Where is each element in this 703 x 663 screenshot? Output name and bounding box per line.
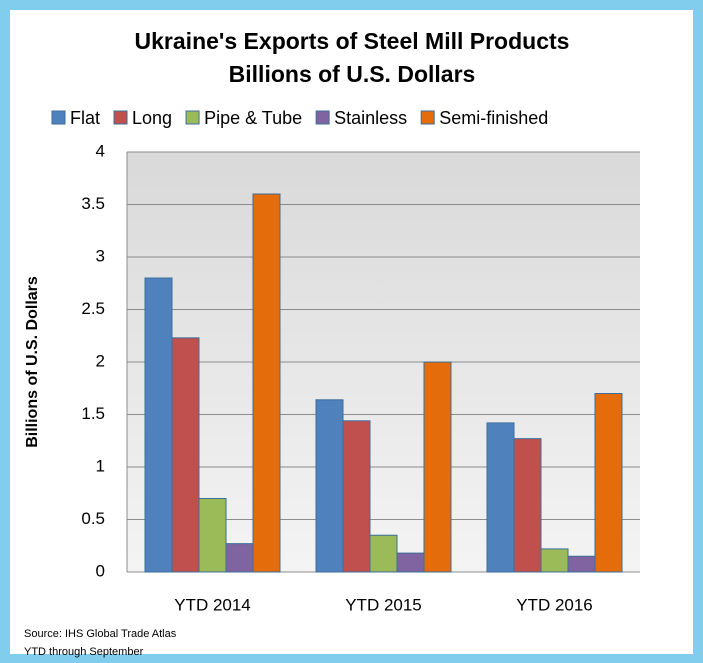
y-tick-label: 1.5 xyxy=(81,404,105,423)
bar xyxy=(342,420,371,573)
bar xyxy=(567,555,596,573)
legend-swatch xyxy=(113,110,128,125)
legend-swatch xyxy=(51,110,66,125)
y-tick-label: 0 xyxy=(96,561,105,580)
bar xyxy=(423,361,452,573)
y-tick-label: 2 xyxy=(96,351,105,370)
bar xyxy=(171,337,200,573)
bar xyxy=(540,548,569,573)
chart-subtitle: Billions of U.S. Dollars xyxy=(229,61,476,87)
legend-label: Long xyxy=(132,108,172,128)
bar xyxy=(252,193,281,573)
y-tick-label: 3.5 xyxy=(81,194,105,213)
y-axis-label: Billions of U.S. Dollars xyxy=(24,276,41,448)
bar xyxy=(144,277,173,573)
x-tick-label: YTD 2016 xyxy=(516,595,593,614)
legend-label: Semi-finished xyxy=(439,108,548,128)
legend-label: Stainless xyxy=(334,108,407,128)
legend-swatch xyxy=(315,110,330,125)
y-tick-label: 1 xyxy=(96,456,105,475)
chart-title: Ukraine's Exports of Steel Mill Products xyxy=(135,28,570,54)
y-tick-label: 2.5 xyxy=(81,299,105,318)
legend-swatch xyxy=(420,110,435,125)
bar xyxy=(198,498,227,573)
bar xyxy=(396,552,425,573)
legend-swatch xyxy=(185,110,200,125)
bar xyxy=(513,438,542,573)
y-tick-label: 3 xyxy=(96,246,105,265)
x-tick-label: YTD 2015 xyxy=(345,595,422,614)
x-tick-label: YTD 2014 xyxy=(174,595,251,614)
bar xyxy=(486,422,515,573)
bar xyxy=(225,543,254,573)
bar xyxy=(369,534,398,573)
legend-label: Flat xyxy=(70,108,100,128)
note: YTD through September xyxy=(24,646,144,658)
bar xyxy=(315,399,344,573)
source-note: Source: IHS Global Trade Atlas xyxy=(24,628,177,640)
legend-label: Pipe & Tube xyxy=(204,108,302,128)
bar xyxy=(594,393,623,573)
y-tick-label: 4 xyxy=(96,141,105,160)
y-tick-label: 0.5 xyxy=(81,509,105,528)
